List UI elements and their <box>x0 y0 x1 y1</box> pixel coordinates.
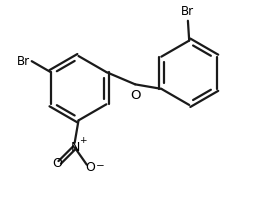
Text: Br: Br <box>181 5 194 18</box>
Text: −: − <box>96 161 105 171</box>
Text: O: O <box>52 157 62 170</box>
Text: Br: Br <box>17 55 30 68</box>
Text: O: O <box>130 89 140 102</box>
Text: +: + <box>79 137 86 145</box>
Text: O: O <box>85 161 95 174</box>
Text: $\mathregular{N}$: $\mathregular{N}$ <box>70 141 80 154</box>
